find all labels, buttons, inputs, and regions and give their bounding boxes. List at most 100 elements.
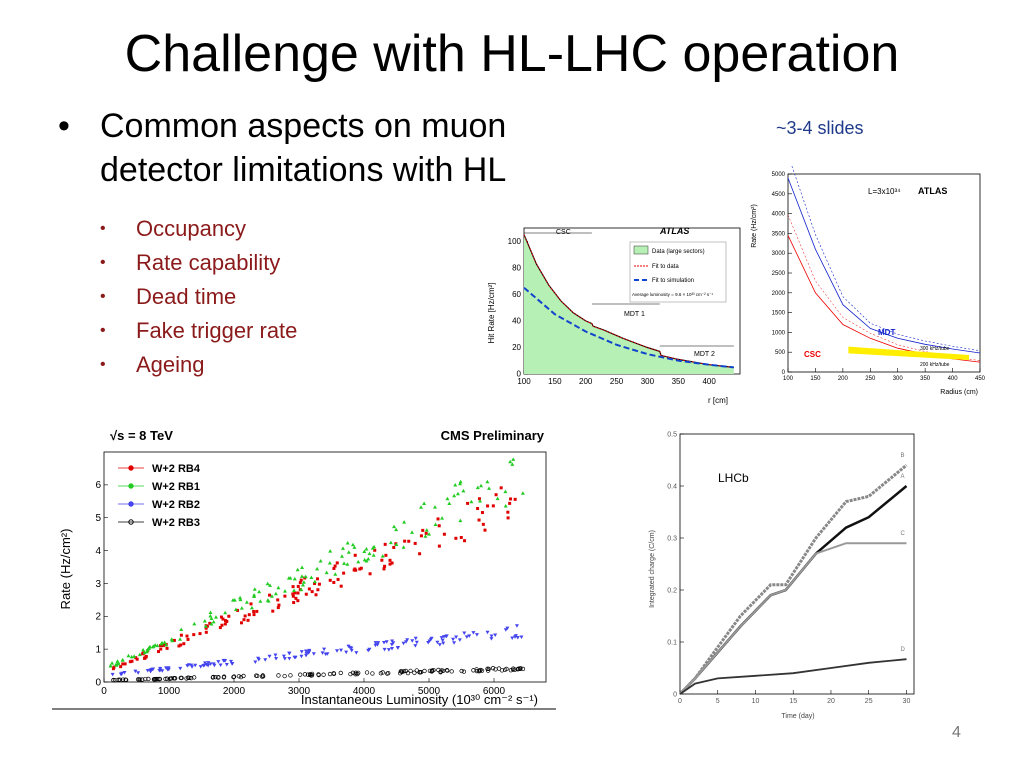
curve-label: D — [900, 647, 905, 653]
rb2-point — [299, 650, 304, 654]
rb3-point — [282, 673, 287, 679]
rb4-point — [296, 599, 300, 603]
chart-annotation: L=3x10³⁴ — [868, 187, 901, 196]
y-tick-label: 1 — [95, 644, 101, 655]
rb3-point — [255, 673, 260, 679]
rb2-point — [489, 637, 494, 641]
rb3-point — [461, 669, 467, 674]
rb1-point — [203, 624, 208, 628]
y-tick-label: 0 — [673, 691, 677, 698]
rb1-point — [364, 558, 369, 563]
rb1-point — [268, 583, 273, 587]
rb4-point — [223, 622, 227, 626]
rb1-point — [141, 647, 146, 652]
bullet-dot-icon: • — [100, 356, 106, 373]
rb1-point — [324, 570, 329, 575]
rb4-point — [185, 634, 189, 638]
rb4-point — [218, 626, 222, 630]
x-tick-label: 150 — [810, 376, 821, 382]
rb3-point — [117, 677, 123, 682]
x-tick-label: 1000 — [158, 686, 181, 697]
atlas-hit-rate-chart: 100 150 200 250 300 350 400 0 20 40 60 80 100 Hit Ra… — [484, 218, 746, 408]
rb1-point — [423, 534, 428, 538]
chart-xlabel: Radius (cm) — [940, 389, 978, 396]
rb2-point — [160, 669, 165, 673]
rb3-point — [518, 666, 523, 671]
rb1-point — [327, 561, 332, 565]
rb1-point — [178, 637, 183, 641]
charge-curve — [679, 542, 907, 695]
rb2-point — [208, 662, 213, 666]
rb1-point — [209, 616, 214, 621]
rb2-point — [515, 636, 520, 640]
rb2-point — [193, 663, 198, 668]
y-tick-label: 2500 — [772, 271, 786, 277]
y-tick-label: 40 — [512, 317, 521, 326]
rb1-point — [345, 540, 350, 545]
rb1-point — [475, 485, 480, 490]
legend-marker — [128, 465, 134, 471]
rb1-point — [433, 522, 438, 526]
legend-note: Average luminosity = 9.6 × 10³³ cm⁻² s⁻¹ — [632, 292, 713, 297]
rb1-point — [159, 641, 164, 646]
rb3-point — [405, 670, 411, 676]
rb3-point — [140, 677, 145, 682]
rb1-point — [340, 546, 345, 550]
rb2-point — [493, 633, 498, 638]
rb4-point — [159, 644, 163, 648]
x-tick-label: 350 — [920, 376, 931, 382]
chart-xlabel: Time (day) — [781, 713, 814, 720]
legend-entry: W+2 RB1 — [152, 481, 200, 493]
subbullet-text: Ageing — [136, 352, 205, 377]
rb4-point — [506, 510, 510, 514]
y-tick-label: 1500 — [772, 311, 786, 317]
x-tick-label: 3000 — [288, 686, 311, 697]
rb2-point — [212, 663, 217, 668]
rb1-point — [318, 559, 323, 563]
rb4-point — [141, 652, 145, 656]
rb4-point — [339, 584, 343, 588]
rb4-point — [296, 584, 300, 588]
rb3-point — [236, 674, 242, 679]
rb4-point — [157, 650, 161, 654]
rb2-point — [435, 640, 440, 645]
rb3-point — [485, 668, 491, 673]
rb3-point — [307, 672, 313, 677]
rb1-point — [452, 493, 457, 498]
bullet-dot-icon: • — [100, 220, 106, 237]
main-bullet-text: Common aspects on muon detector limitati… — [100, 107, 507, 189]
rb1-point — [339, 554, 344, 558]
rb2-point — [413, 644, 418, 648]
rb4-point — [421, 528, 425, 532]
x-tick-label: 4000 — [353, 686, 376, 697]
chart-legend: W+2 RB4 W+2 RB1 W+2 RB2 W+2 RB3 — [118, 463, 201, 529]
rb4-point — [486, 504, 490, 508]
rb2-point — [287, 656, 292, 661]
rb2-point — [505, 626, 510, 631]
x-tick-label: 10 — [752, 698, 760, 705]
y-tick-label: 0 — [782, 370, 786, 376]
bullet-dot-icon: • — [100, 288, 106, 305]
rb3-point — [184, 676, 189, 681]
rb1-point — [233, 607, 238, 612]
rb2-point — [222, 658, 227, 663]
x-tick-label: 0 — [101, 686, 107, 697]
rb3-point — [511, 666, 516, 671]
rb3-point — [445, 668, 450, 673]
rb4-point — [506, 516, 510, 520]
x-tick-label: 400 — [948, 376, 959, 382]
rb1-point — [520, 491, 525, 495]
rb1-point — [292, 588, 297, 593]
rb2-point — [382, 647, 387, 652]
rb2-point — [282, 657, 287, 661]
rb4-point — [293, 591, 297, 595]
rb2-point — [281, 654, 286, 659]
rb1-point — [362, 557, 367, 562]
rb1-point — [301, 580, 306, 584]
rb3-point — [135, 677, 141, 682]
rb1-point — [269, 594, 274, 598]
chart-legend: Data (large sectors) Fit to data Fit to … — [629, 241, 727, 303]
x-tick-label: 250 — [865, 376, 876, 382]
energy-label: √s = 8 TeV — [110, 428, 173, 443]
rb4-point — [182, 642, 186, 646]
